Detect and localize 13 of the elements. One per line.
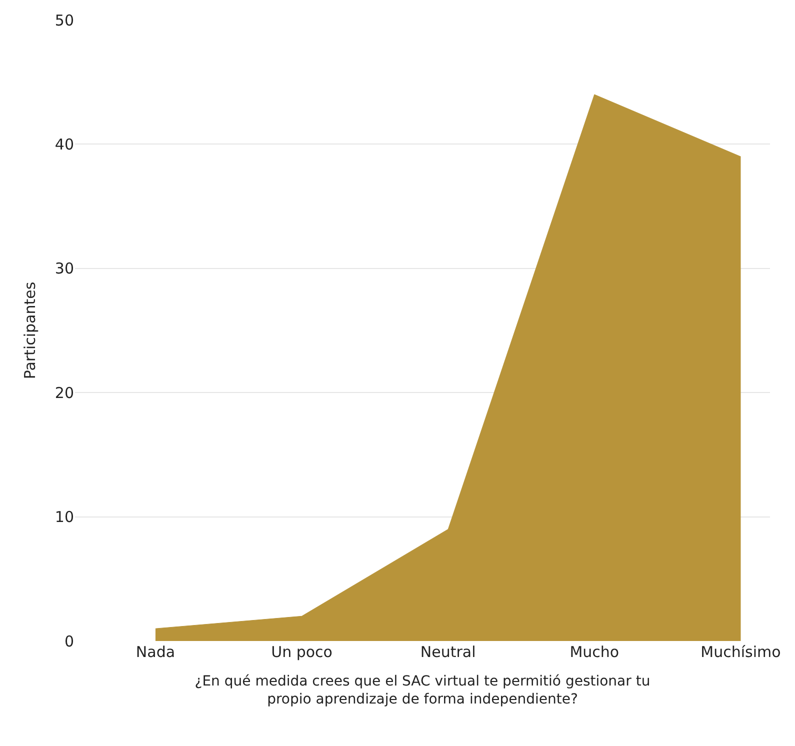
y-tick-label: 10: [54, 508, 74, 526]
y-tick-label: 50: [54, 11, 74, 30]
x-tick-label: Neutral: [420, 643, 476, 661]
x-tick-label: Muchísimo: [700, 643, 781, 661]
x-axis-title: ¿En qué medida crees que el SAC virtual te permitió gestionar tu propio aprendizaje de forma independiente?: [194, 673, 650, 708]
y-tick-label: 40: [54, 135, 74, 154]
x-tick-label: Un poco: [271, 643, 332, 661]
y-tick-label: 0: [64, 632, 74, 650]
y-axis-title: Participantes: [21, 282, 40, 380]
x-tick-label: Mucho: [570, 643, 620, 661]
x-tick-label: Nada: [136, 643, 176, 661]
y-tick-label: 30: [54, 260, 74, 278]
y-tick-label: 20: [54, 384, 74, 402]
